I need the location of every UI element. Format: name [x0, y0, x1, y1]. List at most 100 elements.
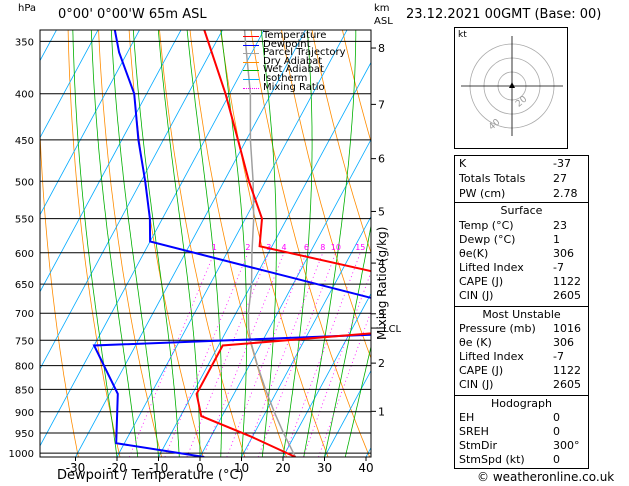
legend-item: Dewpoint [243, 38, 373, 50]
index-value: 1 [553, 233, 560, 246]
pressure-unit-label: hPa [18, 3, 37, 14]
pressure-tick-label: 350 [15, 37, 34, 48]
index-value: 0 [553, 425, 560, 438]
index-value: 1016 [553, 322, 581, 335]
dry-adiabat [159, 30, 246, 457]
dry-adiabat [250, 30, 371, 457]
index-value: 1122 [553, 275, 581, 288]
index-key: CAPE (J) [459, 275, 504, 288]
mixing-ratio-label: 15 [355, 243, 365, 252]
wet-adiabat [282, 30, 313, 457]
legend-swatch [243, 44, 259, 46]
index-row-k: K -37 [459, 157, 584, 171]
x-tick-label: 20 [275, 461, 290, 475]
wet-adiabat [157, 30, 201, 457]
x-tick-label: 30 [317, 461, 332, 475]
index-value: 300° [553, 439, 580, 452]
legend-swatch [243, 36, 259, 37]
legend-label: Mixing Ratio [263, 81, 325, 93]
surface-row: Lifted Index -7 [459, 261, 584, 275]
legend-item: Wet Adiabat [243, 64, 373, 76]
index-key: StmSpd (kt) [459, 453, 525, 466]
index-key: Dewp (°C) [459, 233, 516, 246]
wet-adiabat [186, 30, 223, 457]
index-key: StmDir [459, 439, 498, 452]
index-key: CIN (J) [459, 289, 494, 302]
wet-adiabat [110, 30, 159, 457]
plot-area: 1 2 3 4 6 8 10 15 20 25 [40, 18, 629, 457]
index-row-pw: PW (cm) 2.78 [459, 187, 584, 201]
surface-title: Surface [500, 204, 543, 217]
index-value: 27 [553, 172, 567, 185]
x-tick-label: 0 [196, 461, 204, 475]
mixing-ratio-line [226, 252, 307, 457]
legend-swatch [243, 53, 259, 55]
most-unstable-title: Most Unstable [482, 308, 561, 321]
dry-adiabat [128, 30, 204, 457]
wet-adiabat [303, 30, 357, 457]
legend-label: Isotherm [263, 73, 308, 84]
index-key: Lifted Index [459, 350, 524, 363]
mixing-ratio-label: 1 [212, 243, 217, 252]
index-key: Pressure (mb) [459, 322, 536, 335]
hodo-row: SREH 0 [459, 425, 584, 439]
isotherm [40, 30, 182, 293]
pressure-tick-label: 650 [15, 280, 34, 291]
index-key: CAPE (J) [459, 364, 504, 377]
index-value: -37 [553, 157, 571, 170]
pressure-tick-label: 550 [15, 215, 34, 226]
index-key: CIN (J) [459, 378, 494, 391]
pressure-tick-label: 900 [15, 408, 34, 419]
mixing-ratio-label: 2 [245, 243, 250, 252]
mixing-ratio-line [129, 252, 215, 457]
index-value: -7 [553, 350, 564, 363]
legend-label: Dewpoint [263, 38, 311, 50]
km-tick-label: 7 [378, 98, 385, 111]
hodograph-index-panel: Hodograph EH 0 SREH 0 StmDir 300° StmSpd (k… [454, 395, 589, 469]
index-row-totals: Totals Totals 27 [459, 172, 584, 186]
index-key: θe (K) [459, 336, 492, 349]
x-tick-label: -30 [66, 461, 86, 475]
mu-row: CIN (J) 2605 [459, 378, 584, 392]
pressure-tick-label: 400 [15, 90, 34, 101]
pressure-tick-label: 600 [15, 249, 34, 260]
pressure-tick-label: 950 [15, 429, 34, 440]
mixing-ratio-axis-title: Mixing Ratio (g/kg) [375, 226, 389, 340]
storm-motion-marker [509, 82, 515, 88]
x-tick-label: -20 [107, 461, 127, 475]
dry-adiabat [341, 30, 371, 144]
wet-adiabat [324, 223, 371, 457]
wet-adiabat [72, 30, 118, 457]
series-line-parcel-trajectory [243, 30, 297, 457]
legend-item: Dry Adiabat [243, 56, 373, 67]
indices-top-panel: K -37 Totals Totals 27 PW (cm) 2.78 [454, 155, 589, 205]
km-tick-label: 3 [378, 308, 385, 321]
pressure-tick-label: 450 [15, 136, 34, 147]
x-tick-label: 10 [234, 461, 249, 475]
isotherm [75, 30, 306, 457]
index-key: EH [459, 411, 475, 424]
dry-adiabat [98, 30, 162, 457]
legend-swatch [243, 61, 259, 63]
surface-row: Dewp (°C) 1 [459, 233, 584, 247]
pressure-tick-label: 700 [15, 309, 34, 320]
index-value: 0 [553, 453, 560, 466]
isotherm [40, 30, 99, 139]
km-label: km [374, 3, 390, 14]
dry-adiabat [612, 18, 629, 457]
km-tick-label: 8 [378, 42, 385, 55]
isotherm [324, 369, 371, 457]
legend-item: Isotherm [243, 73, 373, 84]
x-axis-title: Dewpoint / Temperature (°C) [57, 468, 244, 483]
asl-label: ASL [374, 16, 393, 27]
wet-adiabat [260, 30, 277, 457]
lcl-label: LCL [383, 324, 402, 335]
index-key: K [459, 157, 467, 170]
index-value: 2605 [553, 378, 581, 391]
surface-row: Temp (°C) 23 [459, 219, 584, 233]
surface-panel: Surface Temp (°C) 23 Dewp (°C) 1 θe(K) 306 … [454, 202, 589, 309]
pressure-tick-label: 850 [15, 385, 34, 396]
mu-row: Lifted Index -7 [459, 350, 584, 364]
legend-label: Wet Adiabat [263, 64, 324, 76]
